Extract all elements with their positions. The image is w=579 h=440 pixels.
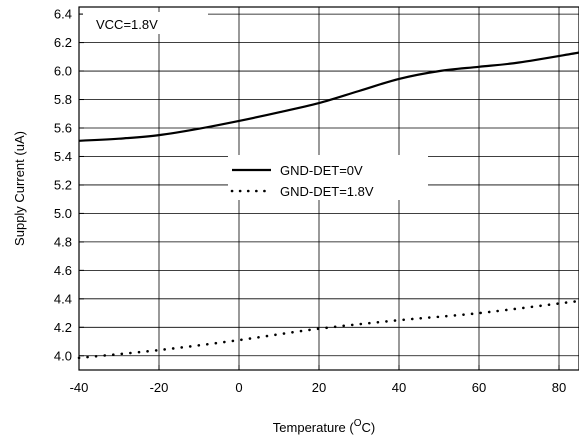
legend-label-gnd-det-1-8v: GND-DET=1.8V [280,184,374,199]
series-group [77,51,579,360]
y-axis-title: Supply Current (uA) [12,131,27,246]
x-tick-label: -40 [70,380,89,395]
series-line-gnd-det-0v [78,51,579,142]
y-tick-label: 6.2 [54,35,72,50]
y-tick-label: 5.8 [54,92,72,107]
y-tick-label: 5.6 [54,121,72,136]
legend: GND-DET=0V GND-DET=1.8V [228,155,428,200]
y-tick-label: 5.4 [54,149,72,164]
y-tick-label: 5.0 [54,206,72,221]
annotation-background [83,12,208,34]
legend-background [228,155,428,200]
y-tick-label: 4.8 [54,234,72,249]
legend-label-gnd-det-0v: GND-DET=0V [280,163,363,178]
y-tick-label: 5.2 [54,177,72,192]
x-tick-label: 60 [472,380,486,395]
y-tick-label: 4.2 [54,320,72,335]
x-axis-title-prefix: Temperature ( [273,420,355,435]
plot-area-border [78,6,579,371]
x-tick-label: 20 [312,380,326,395]
x-axis-title: Temperature (OC) [273,418,375,435]
axis-ticks: 4.0 4.2 4.4 4.6 4.8 5.0 5.2 5.4 5.6 5.8 6.0 6.2 6.4 -… [54,7,566,395]
x-tick-label: -20 [150,380,169,395]
series-line-gnd-det-1-8v [77,299,579,360]
x-axis-title-suffix: C) [361,420,375,435]
vcc-annotation: VCC=1.8V [96,17,158,32]
y-tick-label: 4.4 [54,291,72,306]
y-tick-label: 6.0 [54,64,72,79]
y-tick-label: 4.0 [54,348,72,363]
y-tick-label: 4.6 [54,263,72,278]
y-tick-label: 6.4 [54,7,72,22]
x-tick-label: 80 [552,380,566,395]
x-tick-label: 40 [392,380,406,395]
x-axis-title-degree-superscript: O [354,418,362,429]
x-tick-label: 0 [235,380,242,395]
